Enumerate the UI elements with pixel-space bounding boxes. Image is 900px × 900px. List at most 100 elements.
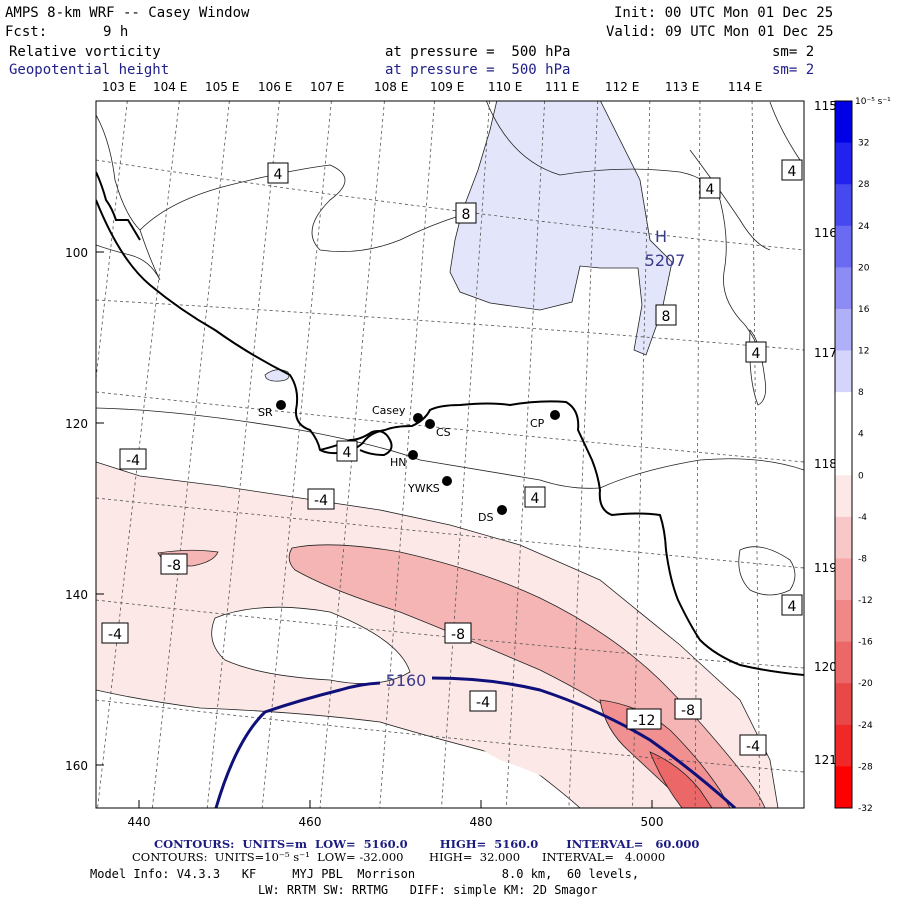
coastline [96,171,804,676]
station-label-casey: Casey [372,404,406,417]
valid-time: Valid: 09 UTC Mon 01 Dec 25 [606,24,834,40]
svg-text:8: 8 [662,309,671,325]
x-tick: 500 [641,815,664,829]
contour-label: -4 [739,734,767,756]
height-high-value: 5207 [645,251,686,270]
colorbar-swatch [835,267,852,310]
svg-text:-8: -8 [451,627,465,643]
colorbar-swatch [835,433,852,476]
contour-label: -4 [469,690,497,712]
stations: SR Casey CS CP HN YWKS DS [258,400,560,524]
colorbar-swatch [835,308,852,352]
x-tick: 460 [299,815,322,829]
colorbar-tick: 8 [858,388,864,398]
colorbar: 32 28 24 20 16 12 8 4 0 -4 -8 -12 -16 -20 -24 -28 -32 [834,100,873,814]
colorbar-swatch [835,142,852,185]
svg-text:4: 4 [531,491,540,507]
colorbar-swatch [835,641,852,684]
contour-label: 4 [524,486,546,508]
svg-text:-4: -4 [314,493,328,509]
plot-title: AMPS 8-km WRF -- Casey Window [5,5,250,21]
model-info: Model Info: V4.3.3 KF MYJ PBL Morrison 8… [90,867,640,881]
colorbar-tick: 0 [858,471,864,481]
field1-smoothing: sm= 2 [772,44,815,60]
y-tick: 160 [65,759,88,773]
station-label-cp: CP [530,417,545,430]
colorbar-swatch [835,101,852,144]
physics-info: LW: RRTM SW: RRTMG DIFF: simple KM: 2D S… [258,883,598,897]
colorbar-tick: -20 [858,679,873,689]
negative-vorticity-8 [288,544,766,808]
height-contour-info: CONTOURS: UNITS=m LOW= 5160.0 HIGH= 5160… [154,837,700,851]
contour-label: -8 [444,622,472,644]
lon-label: 104 E [153,80,187,94]
svg-text:-4: -4 [476,695,490,711]
colorbar-swatch [835,683,852,726]
colorbar-swatch [835,184,852,227]
colorbar-tick: -12 [858,596,873,606]
colorbar-tick: 32 [858,139,869,149]
svg-text:4: 4 [788,164,797,180]
station-label-sr: SR [258,406,273,419]
lon-label: 108 E [374,80,408,94]
lon-label: 110 E [488,80,522,94]
field1-level: at pressure = 500 hPa [385,44,571,60]
contour-label: -4 [119,448,147,470]
edge-gap [96,689,581,808]
lon-label: 103 E [102,80,136,94]
contour-label: -12 [626,708,662,730]
lon-label: 112 E [605,80,639,94]
svg-text:4: 4 [706,182,715,198]
colorbar-tick: -16 [858,638,873,648]
station-marker [550,410,560,420]
contour-label: 4 [267,162,289,184]
weak-vorticity-gap [211,606,411,684]
contour-label: -8 [160,553,188,575]
svg-text:-4: -4 [746,739,760,755]
contour-label: 4 [745,341,767,363]
colorbar-tick: 16 [858,305,870,315]
init-time: Init: 00 UTC Mon 01 Dec 25 [614,5,834,21]
field1-name: Relative vorticity [9,44,161,60]
contour-labels: 4 4 4 4 8 8 4 -4 4 -4 4 -8 -8 -4 -4 -12 … [101,159,803,756]
field2-smoothing: sm= 2 [772,62,815,78]
colorbar-tick: 4 [858,430,864,440]
contour-label: 4 [781,159,803,181]
svg-text:8: 8 [462,207,471,223]
lon-label: 114 E [728,80,762,94]
colorbar-tick: 12 [858,347,869,357]
y-tick: 100 [65,246,88,260]
small-positive-blob [264,369,290,382]
colorbar-swatch [835,600,852,643]
lon-label: 107 E [310,80,344,94]
colorbar-swatch [835,475,852,518]
contour-label: 8 [455,202,477,224]
svg-text:4: 4 [343,445,352,461]
height-high-marker: H [655,227,667,246]
colorbar-swatch [835,766,852,809]
contour-label: 4 [699,177,721,199]
field2-name: Geopotential height [9,62,170,78]
contour-label: 4 [336,440,358,462]
lon-label: 105 E [205,80,239,94]
colorbar-swatch [835,392,852,435]
svg-text:-4: -4 [108,627,122,643]
svg-text:-4: -4 [126,453,140,469]
geopotential-height-contour [214,681,381,808]
colorbar-swatch [835,516,852,559]
colorbar-unit: 10⁻⁵ s⁻¹ [855,97,891,107]
svg-text:4: 4 [752,346,761,362]
colorbar-tick: -28 [858,762,873,772]
svg-text:4: 4 [274,167,283,183]
station-label-cs: CS [436,426,451,439]
contour-label: -4 [101,622,129,644]
lon-label: 113 E [665,80,699,94]
station-marker [425,419,435,429]
contour-label: 8 [655,304,677,326]
colorbar-tick: -8 [858,554,867,564]
height-contour-label: 5160 [386,671,427,690]
station-label-ywks: YWKS [407,482,440,495]
y-tick: 120 [65,417,88,431]
station-marker [408,450,418,460]
